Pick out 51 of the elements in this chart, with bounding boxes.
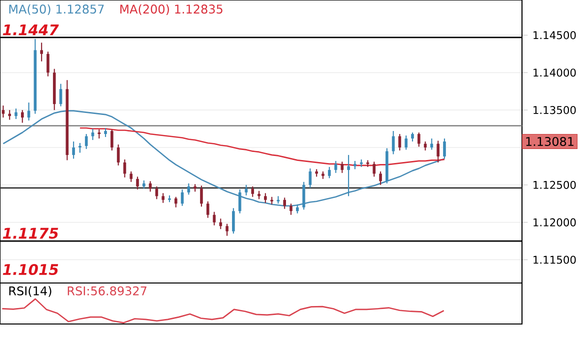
candlestick <box>162 192 164 204</box>
candlestick <box>244 184 248 196</box>
y-tick-label: 1.12000 <box>534 218 576 226</box>
candlestick <box>334 160 338 174</box>
y-tick-label: 1.14500 <box>534 31 576 40</box>
candlestick <box>398 133 402 152</box>
candlestick <box>251 186 254 198</box>
candlestick <box>226 223 228 236</box>
candlestick <box>40 42 43 62</box>
candlestick <box>264 192 267 204</box>
candlestick <box>8 110 12 120</box>
text: MA(50) 1.12857 <box>9 4 104 16</box>
candlestick <box>430 138 434 150</box>
candlestick <box>418 132 420 148</box>
y-tick-label: 1.14000 <box>534 68 576 77</box>
candlestick <box>443 138 446 160</box>
y-tick-label: 1.13500 <box>534 106 576 114</box>
candlestick <box>14 108 18 120</box>
candlestick <box>219 218 222 230</box>
candlestick <box>78 142 82 154</box>
chart-title: RSI(14) <box>9 286 52 297</box>
candlestick <box>379 170 382 186</box>
candlestick <box>206 200 210 218</box>
candlestick <box>130 170 133 182</box>
candlestick <box>174 196 178 208</box>
series-label: RSI:56.89327 <box>68 286 146 296</box>
candlestick <box>200 185 203 208</box>
candlestick <box>110 128 114 152</box>
candlestick <box>436 140 440 163</box>
candlestick <box>404 134 408 150</box>
candlestick <box>46 51 50 77</box>
text: MA(200) 1.12835 <box>120 4 222 16</box>
candlestick <box>232 208 235 234</box>
candlestick <box>283 197 286 210</box>
y-tick-label: 1.11500 <box>534 256 576 264</box>
candlestick <box>347 154 350 197</box>
candlestick <box>2 105 5 118</box>
candlestick <box>340 161 344 174</box>
text: 1.13081 <box>526 136 574 146</box>
candlestick <box>136 176 139 190</box>
annotation: 1.1015 <box>2 264 58 276</box>
candlestick <box>328 166 331 179</box>
ref-line-label: 1.1447 <box>2 24 59 36</box>
candlestick <box>372 161 376 178</box>
candlestick <box>72 140 75 160</box>
ref-line-label: 1.1175 <box>2 228 58 239</box>
candlestick <box>290 203 292 216</box>
y-tick-label: 1.12500 <box>534 180 576 189</box>
candlestick <box>187 182 190 196</box>
candlestick <box>20 110 24 124</box>
candlestick <box>84 133 88 150</box>
